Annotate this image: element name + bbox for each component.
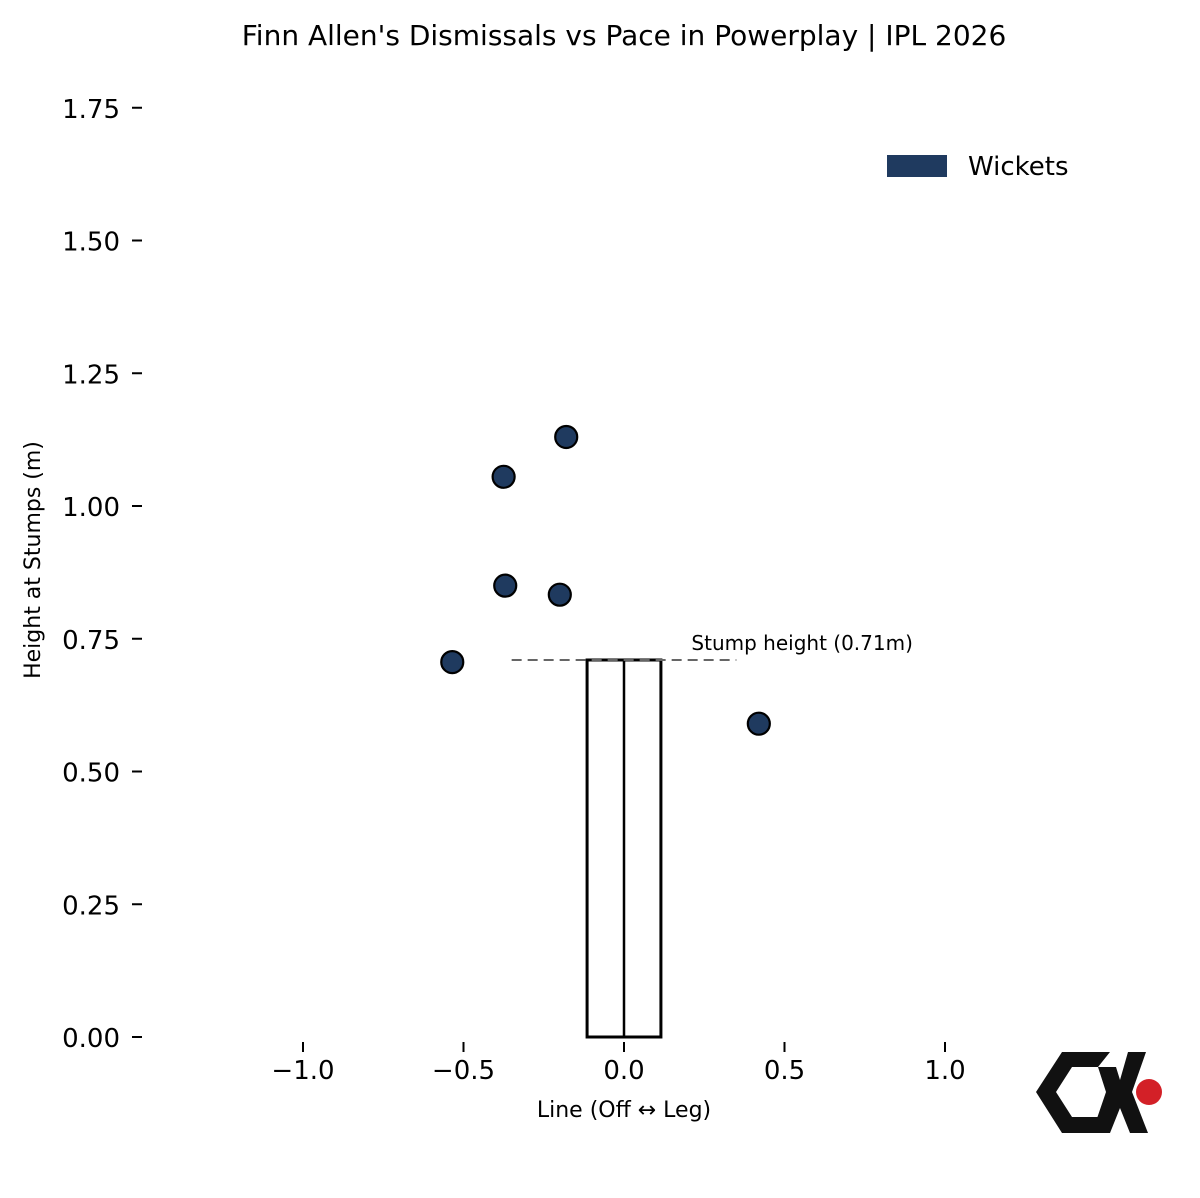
x-axis-ticks: −1.0 −0.5 0.0 0.5 1.0 <box>271 1042 966 1086</box>
logo-dot-icon <box>1136 1079 1162 1105</box>
y-tick-label: 0.75 <box>62 626 120 656</box>
legend: Wickets <box>887 152 1069 182</box>
x-tick-label: 1.0 <box>924 1056 965 1086</box>
y-tick-label: 1.00 <box>62 493 120 523</box>
y-tick-label: 0.00 <box>62 1024 120 1054</box>
x-axis-label: Line (Off ↔ Leg) <box>537 1098 711 1123</box>
y-axis-label: Height at Stumps (m) <box>21 441 46 679</box>
legend-swatch-wickets <box>887 155 947 177</box>
logo-mark-icon <box>1036 1052 1148 1133</box>
wicket-point <box>746 711 771 736</box>
brand-logo <box>1036 1052 1162 1133</box>
y-tick-label: 1.50 <box>62 228 120 258</box>
wicket-point <box>440 650 465 675</box>
y-tick-label: 1.75 <box>62 95 120 125</box>
stump-height-label: Stump height (0.71m) <box>691 631 912 655</box>
x-tick-label: 0.5 <box>764 1056 805 1086</box>
legend-label-wickets: Wickets <box>968 152 1069 182</box>
y-axis-ticks: 0.00 0.25 0.50 0.75 1.00 1.25 1.50 1.75 <box>62 95 142 1054</box>
y-tick-label: 0.25 <box>62 891 120 921</box>
y-tick-label: 0.50 <box>62 759 120 789</box>
x-tick-label: 0.0 <box>603 1056 644 1086</box>
wicket-point <box>493 573 518 598</box>
wicket-point <box>547 582 572 607</box>
x-tick-label: −0.5 <box>432 1056 495 1086</box>
wicket-point <box>491 464 516 489</box>
stumps <box>585 658 663 1039</box>
x-tick-label: −1.0 <box>271 1056 334 1086</box>
wicket-point <box>554 424 579 450</box>
wicket-points <box>440 424 771 736</box>
y-tick-label: 1.25 <box>62 360 120 390</box>
chart-title: Finn Allen's Dismissals vs Pace in Power… <box>242 19 1007 52</box>
